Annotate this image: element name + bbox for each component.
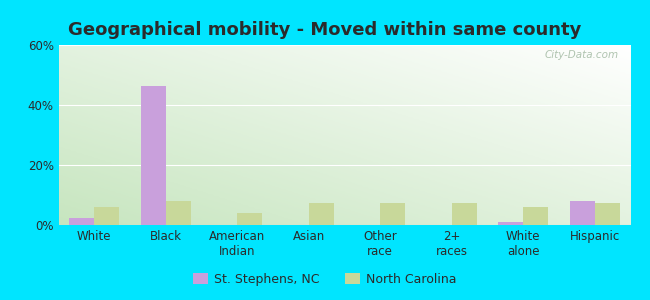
Bar — [569, 201, 595, 225]
Bar — [380, 202, 406, 225]
Bar — [237, 213, 262, 225]
Bar — [499, 222, 523, 225]
Bar — [69, 218, 94, 225]
Legend: St. Stephens, NC, North Carolina: St. Stephens, NC, North Carolina — [188, 268, 462, 291]
Text: City-Data.com: City-Data.com — [545, 50, 619, 60]
Bar — [140, 85, 166, 225]
Text: Geographical mobility - Moved within same county: Geographical mobility - Moved within sam… — [68, 21, 582, 39]
Bar — [452, 202, 476, 225]
Bar — [309, 202, 334, 225]
Bar — [523, 207, 548, 225]
Bar — [94, 207, 120, 225]
Bar — [595, 202, 620, 225]
Bar — [166, 201, 191, 225]
